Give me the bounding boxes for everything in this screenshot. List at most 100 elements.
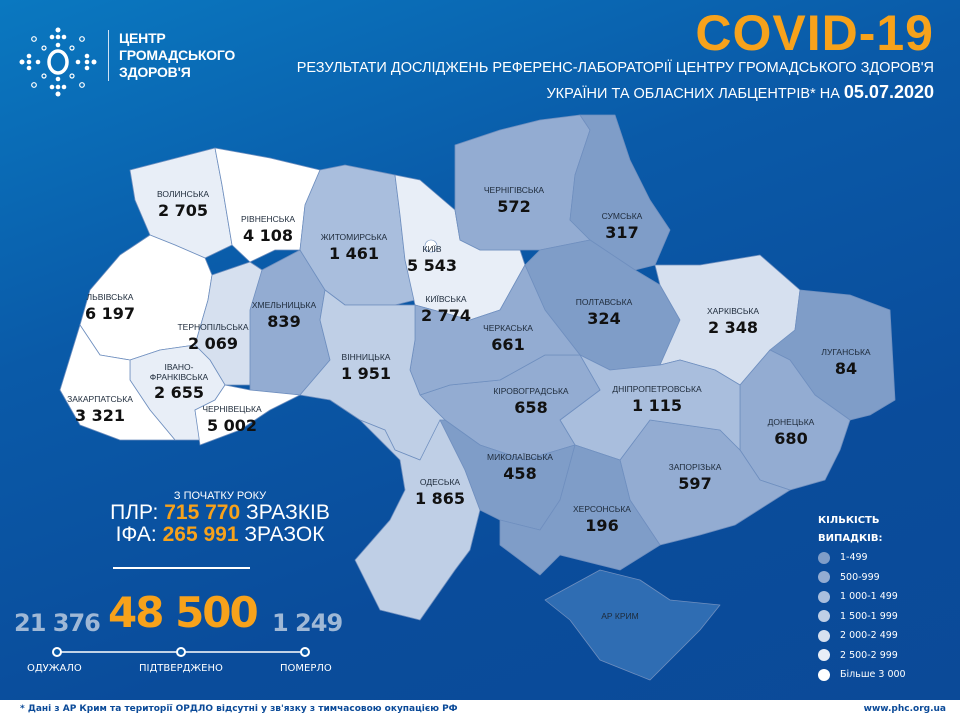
deaths-label: ПОМЕРЛО xyxy=(280,663,332,674)
elisa-value: 265 991 xyxy=(162,523,239,546)
website-link[interactable]: www.phc.org.ua xyxy=(863,704,946,714)
region-shape[interactable] xyxy=(354,419,481,621)
region-name: ЛЬВІВСЬКА xyxy=(87,292,134,302)
legend-label: 2 000-2 499 xyxy=(840,630,898,642)
legend-swatch-icon xyxy=(818,629,830,642)
pcr-tests: ПЛР: 715 770 ЗРАЗКІВ xyxy=(60,502,380,524)
region-cases: 196 xyxy=(585,516,618,535)
recovered-label: ОДУЖАЛО xyxy=(27,663,82,674)
timeline-dot xyxy=(176,647,186,657)
region-shape[interactable] xyxy=(59,324,176,441)
region-name: ВІННИЦЬКА xyxy=(342,352,391,362)
legend-label: Більше 3 000 xyxy=(840,669,906,681)
region-cases: 5 543 xyxy=(407,256,457,275)
region-shape[interactable] xyxy=(454,114,591,251)
map-legend: КІЛЬКІСТЬ ВИПАДКІВ: 1-499 500-999 1 000-1 … xyxy=(818,512,906,685)
subtitle-text: УКРАЇНИ ТА ОБЛАСНИХ ЛАБЦЕНТРІВ* НА xyxy=(546,86,840,102)
region-cases: 324 xyxy=(587,309,620,328)
legend-swatch-icon xyxy=(818,610,830,623)
region-name: ХАРКІВСЬКА xyxy=(707,306,759,316)
region-shape[interactable] xyxy=(194,261,263,386)
region-name: ЧЕРКАСЬКА xyxy=(483,323,533,333)
timeline-dot xyxy=(300,647,310,657)
region-name: ХЕРСОНСЬКА xyxy=(573,504,631,514)
subtitle-date-line: УКРАЇНИ ТА ОБЛАСНИХ ЛАБЦЕНТРІВ* НА 05.07… xyxy=(546,82,934,103)
region-name: РІВНЕНСЬКА xyxy=(241,214,295,224)
legend-item: 1 500-1 999 xyxy=(818,607,906,627)
region-cases: 2 069 xyxy=(188,334,238,353)
totals-timeline xyxy=(52,647,310,657)
elisa-tests: ІФА: 265 991 ЗРАЗОК xyxy=(60,524,380,546)
region-name: ДНІПРОПЕТРОВСЬКА xyxy=(612,384,702,394)
region-name: КІРОВОГРАДСЬКА xyxy=(493,386,568,396)
legend-item: 1-499 xyxy=(818,548,906,568)
region-name: ХМЕЛЬНИЦЬКА xyxy=(252,300,317,310)
footer-bar xyxy=(0,700,960,721)
region-shape[interactable] xyxy=(569,114,671,271)
region-cases: 658 xyxy=(514,398,547,417)
legend-title: КІЛЬКІСТЬ xyxy=(818,515,880,526)
legend-item: 500-999 xyxy=(818,568,906,588)
region-shape[interactable] xyxy=(299,164,416,306)
legend-item: 1 000-1 499 xyxy=(818,587,906,607)
org-line: ГРОМАДСЬКОГО xyxy=(119,47,236,63)
region-cases: 1 461 xyxy=(329,244,379,263)
org-line: ЦЕНТР xyxy=(119,30,166,46)
pcr-unit: ЗРАЗКІВ xyxy=(246,501,330,524)
region-name: ЗАПОРІЗЬКА xyxy=(669,462,722,472)
region-cases: 597 xyxy=(678,474,711,493)
region-shape[interactable] xyxy=(214,147,321,263)
tests-summary: З ПОЧАТКУ РОКУ ПЛР: 715 770 ЗРАЗКІВ ІФА:… xyxy=(60,490,380,546)
region-cases: 661 xyxy=(491,335,524,354)
page-title: COVID-19 xyxy=(695,5,934,61)
deaths-count: 1 249 xyxy=(272,609,343,637)
organization-name: ЦЕНТР ГРОМАДСЬКОГО ЗДОРОВ'Я xyxy=(108,30,235,81)
legend-title: ВИПАДКІВ: xyxy=(818,533,883,544)
divider xyxy=(113,567,250,569)
recovered-count: 21 376 xyxy=(14,609,101,637)
region-shape[interactable] xyxy=(499,444,661,576)
region-cases: 2 705 xyxy=(158,201,208,220)
since-label: З ПОЧАТКУ РОКУ xyxy=(173,490,267,502)
subtitle: РЕЗУЛЬТАТИ ДОСЛІДЖЕНЬ РЕФЕРЕНС-ЛАБОРАТОР… xyxy=(296,60,934,76)
region-name: ОДЕСЬКА xyxy=(420,477,461,487)
region-cases: 2 774 xyxy=(421,306,471,325)
region-name: СУМСЬКА xyxy=(602,211,643,221)
region-name: ДОНЕЦЬКА xyxy=(768,417,815,427)
elisa-unit: ЗРАЗОК xyxy=(244,523,325,546)
legend-swatch-icon xyxy=(818,590,830,603)
legend-label: 1-499 xyxy=(840,552,868,564)
region-cases: 680 xyxy=(774,429,807,448)
pcr-value: 715 770 xyxy=(164,501,241,524)
legend-swatch-icon xyxy=(818,551,830,564)
region-name: ЧЕРНІВЕЦЬКА xyxy=(202,404,262,414)
region-name: ЧЕРНІГІВСЬКА xyxy=(484,185,545,195)
region-name: ТЕРНОПІЛЬСЬКА xyxy=(177,322,248,332)
region-name: МИКОЛАЇВСЬКА xyxy=(487,452,553,462)
region-cases: 317 xyxy=(605,223,638,242)
region-name: ЖИТОМИРСЬКА xyxy=(321,232,388,242)
region-cases: 458 xyxy=(503,464,536,483)
region-cases: 3 321 xyxy=(75,406,125,425)
legend-label: 1 500-1 999 xyxy=(840,610,898,622)
elisa-label: ІФА: xyxy=(115,523,157,546)
region-name: ЗАКАРПАТСЬКА xyxy=(67,394,133,404)
pcr-label: ПЛР: xyxy=(110,501,159,524)
phc-logo-icon xyxy=(19,27,97,97)
region-cases: 1 115 xyxy=(632,396,682,415)
legend-label: 1 000-1 499 xyxy=(840,591,898,603)
legend-label: 2 500-2 999 xyxy=(840,649,898,661)
region-name: КИЇВ xyxy=(422,244,441,254)
legend-swatch-icon xyxy=(818,668,830,681)
legend-item: 2 000-2 499 xyxy=(818,626,906,646)
region-name: АР КРИМ xyxy=(601,611,639,621)
region-cases: 6 197 xyxy=(85,304,135,323)
region-cases: 1 865 xyxy=(415,489,465,508)
region-name: ІВАНО- xyxy=(165,362,194,372)
region-name: ЛУГАНСЬКА xyxy=(821,347,870,357)
region-cases: 572 xyxy=(497,197,530,216)
region-shape-kyiv-city[interactable] xyxy=(424,239,438,253)
region-shape[interactable] xyxy=(544,569,721,681)
region-shape[interactable] xyxy=(194,384,301,446)
